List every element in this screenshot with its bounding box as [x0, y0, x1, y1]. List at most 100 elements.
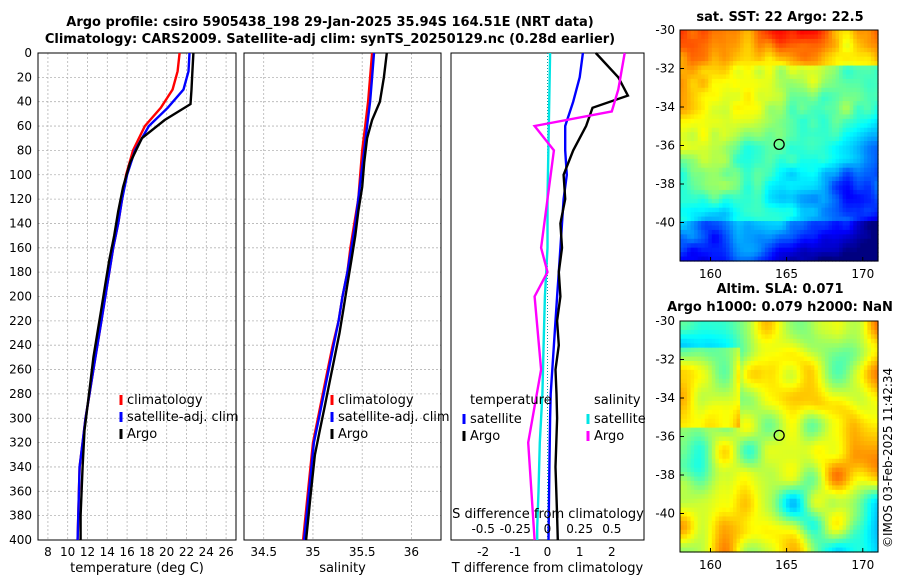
- map-cell: [775, 65, 780, 71]
- map-cell: [722, 494, 727, 500]
- map-cell: [786, 387, 791, 393]
- map-cell: [768, 96, 773, 102]
- map-cell: [718, 329, 724, 335]
- map-cell: [733, 347, 738, 353]
- map-cell: [690, 203, 695, 209]
- map-cell: [803, 167, 808, 173]
- map-cell: [824, 105, 830, 111]
- map-cell: [683, 123, 688, 129]
- map-cell: [690, 498, 695, 504]
- map-cell: [757, 547, 762, 553]
- map-cell: [683, 409, 688, 415]
- map-cell: [690, 489, 695, 495]
- map-cell: [701, 109, 706, 115]
- map-cell: [771, 65, 777, 71]
- map-cell: [757, 516, 762, 522]
- map-cell: [733, 334, 738, 340]
- map-cell: [775, 325, 780, 331]
- map-cell: [839, 243, 844, 249]
- map-cell: [824, 234, 830, 240]
- map-cell: [733, 83, 738, 89]
- map-cell: [701, 198, 706, 204]
- map-cell: [747, 194, 752, 200]
- map-cell: [800, 409, 805, 415]
- map-cell: [687, 216, 692, 222]
- map-cell: [711, 185, 716, 191]
- map-cell: [725, 529, 731, 535]
- map-cell: [800, 369, 805, 375]
- map-cell: [768, 405, 773, 411]
- map-cell: [828, 114, 833, 120]
- map-cell: [764, 520, 769, 526]
- map-cell: [740, 252, 745, 258]
- map-cell: [796, 352, 801, 358]
- series-line-s-argo: [526, 52, 626, 541]
- map-cell: [733, 243, 738, 249]
- map-cell: [782, 449, 787, 455]
- map-cell: [796, 467, 801, 473]
- map-cell: [736, 78, 741, 84]
- map-cell: [701, 534, 706, 540]
- map-cell: [810, 145, 815, 151]
- map-cell: [697, 543, 702, 549]
- map-cell: [839, 74, 844, 80]
- map-cell: [725, 154, 731, 160]
- map-cell: [842, 167, 847, 173]
- sst-map: [680, 30, 879, 262]
- map-cell: [722, 489, 727, 495]
- map-cell: [694, 329, 699, 335]
- map-cell: [750, 34, 755, 40]
- map-cell: [680, 109, 685, 115]
- map-cell: [775, 507, 780, 513]
- map-cell: [856, 252, 861, 258]
- map-cell: [835, 158, 840, 164]
- map-cell: [796, 534, 801, 540]
- map-cell: [750, 418, 755, 424]
- map-cell: [856, 132, 861, 138]
- map-cell: [754, 30, 759, 36]
- map-cell: [782, 154, 787, 160]
- map-cell: [729, 56, 734, 62]
- map-cell: [771, 440, 777, 446]
- map-cell: [807, 256, 812, 262]
- y-tick-label: 180: [9, 265, 32, 279]
- map-cell: [754, 356, 759, 362]
- map-cell: [835, 141, 840, 147]
- map-cell: [800, 360, 805, 367]
- map-cell: [807, 78, 812, 84]
- map-cell: [718, 216, 724, 222]
- map-cell: [701, 458, 706, 464]
- map-cell: [775, 472, 780, 478]
- map-cell: [782, 149, 787, 155]
- map-cell: [775, 529, 780, 535]
- map-cell: [860, 149, 865, 155]
- map-cell: [846, 127, 851, 133]
- map-cell: [733, 229, 738, 235]
- map-cell: [757, 247, 762, 253]
- map-cell: [743, 163, 748, 169]
- map-cell: [733, 489, 738, 495]
- map-cell: [771, 47, 777, 53]
- map-cell: [814, 207, 819, 213]
- map-cell: [704, 101, 709, 107]
- map-cell: [782, 172, 787, 178]
- map-cell: [775, 92, 780, 98]
- map-cell: [800, 538, 805, 544]
- map-cell: [733, 154, 738, 160]
- map-cell: [715, 221, 720, 227]
- map-cell: [690, 141, 695, 147]
- map-cell: [718, 96, 724, 102]
- map-cell: [807, 472, 812, 478]
- map-cell: [796, 163, 801, 169]
- map-cell: [782, 61, 787, 67]
- map-cell: [757, 432, 762, 438]
- map-cell: [704, 374, 709, 380]
- map-cell: [722, 369, 727, 375]
- map-cell: [754, 216, 759, 222]
- map-cell: [839, 65, 844, 71]
- map-cell: [789, 547, 794, 553]
- map-cell: [690, 61, 695, 67]
- map-cell: [733, 520, 738, 526]
- map-cell: [743, 409, 748, 415]
- map-cell: [835, 203, 840, 209]
